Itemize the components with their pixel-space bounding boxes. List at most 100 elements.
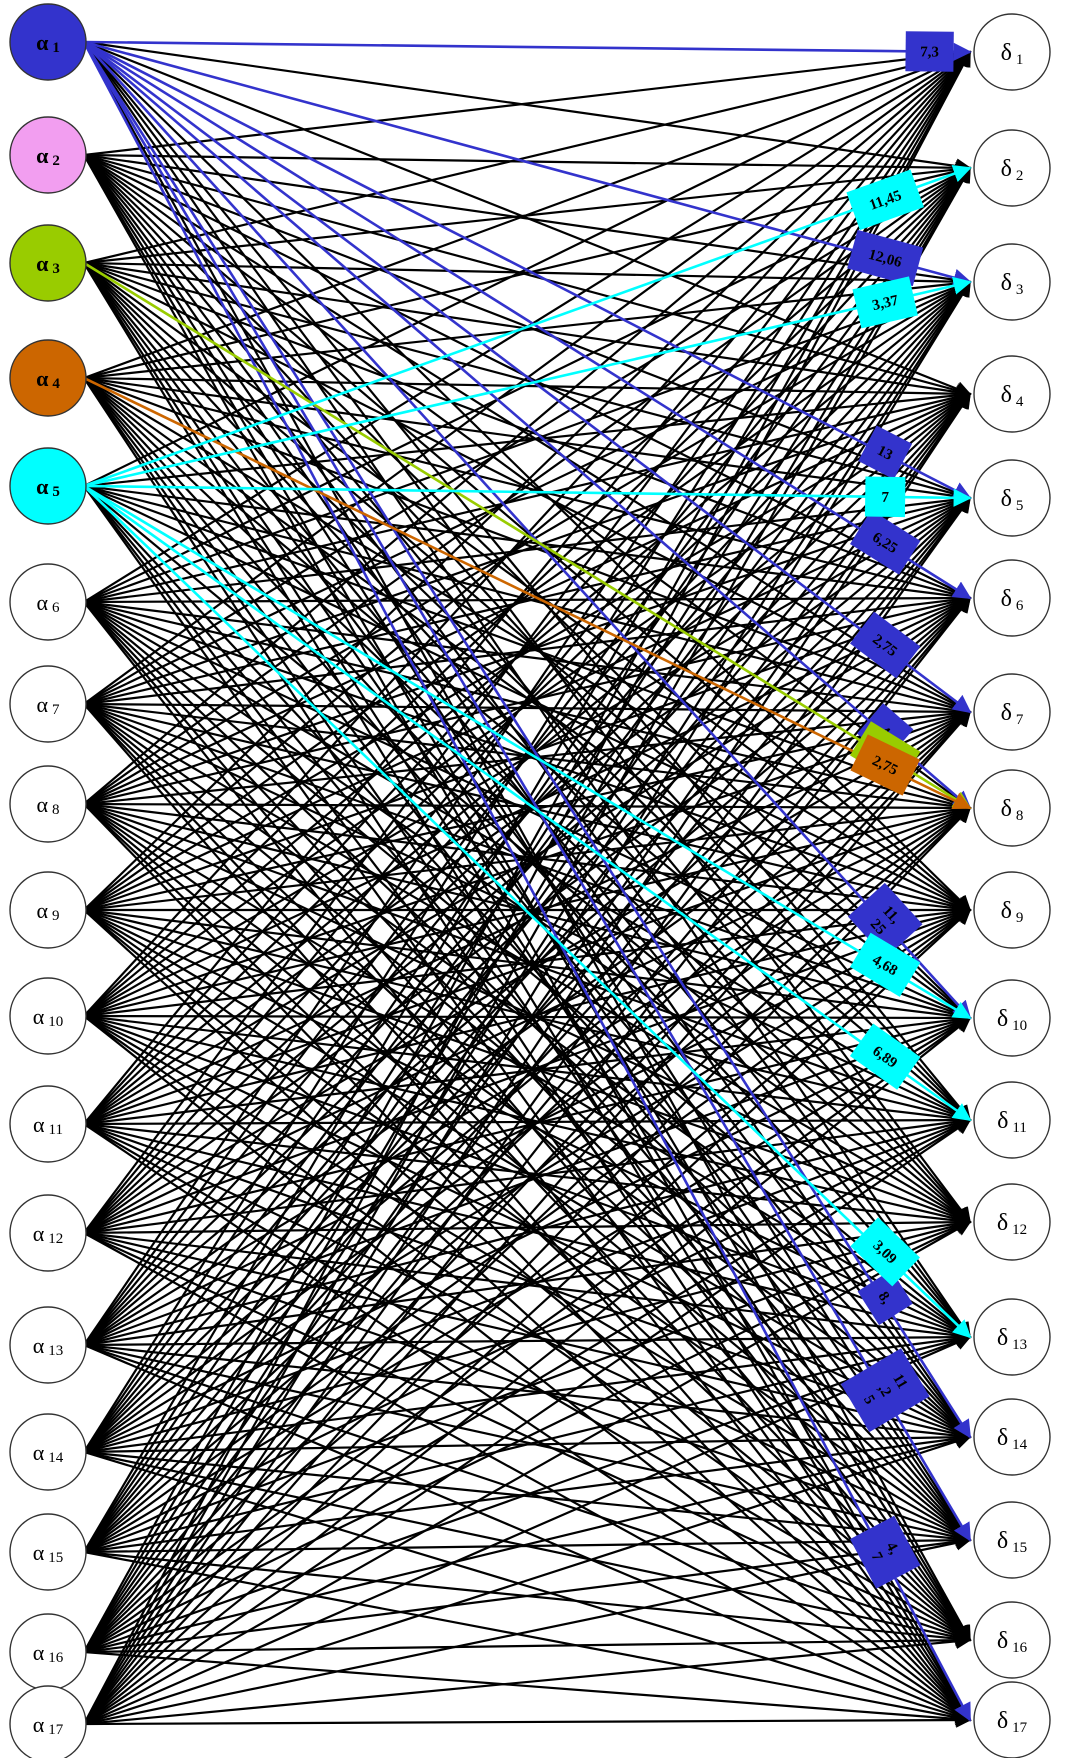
edge-weight-badge-box <box>905 31 954 72</box>
edge-weight-badge: 13 <box>858 425 913 480</box>
target-node-label: δ 13 <box>997 1325 1027 1353</box>
target-node-circle <box>973 129 1051 207</box>
target-node-10: δ 10 <box>973 979 1051 1057</box>
edge-weight-badge-box <box>850 734 921 796</box>
edge-highlighted <box>83 40 972 714</box>
edge-highlighted <box>83 261 972 810</box>
target-node-circle <box>973 559 1051 637</box>
edge <box>83 166 971 1453</box>
edge <box>83 1017 972 1653</box>
target-node-label: δ 15 <box>997 1528 1027 1556</box>
target-node-circle <box>973 1501 1051 1579</box>
edge-weight-badge-box <box>847 882 923 958</box>
edge <box>83 154 971 1224</box>
edge <box>83 167 972 805</box>
edge-weight-badge: 3,09 <box>850 1217 920 1287</box>
edge <box>83 908 972 1225</box>
edge <box>83 153 972 398</box>
source-node-circle <box>9 224 87 302</box>
edge <box>83 1216 972 1347</box>
source-node-circle <box>9 3 87 81</box>
edge <box>83 392 972 805</box>
edge <box>83 166 972 1125</box>
edge <box>83 596 971 1725</box>
edge <box>83 601 972 1338</box>
source-node-14: α 14 <box>9 1413 87 1491</box>
edge <box>83 392 971 1653</box>
edge <box>83 1115 972 1347</box>
edge-weight-badge: 11,45 <box>846 169 924 231</box>
edge <box>83 280 971 1653</box>
edge <box>83 166 971 1725</box>
source-node-label: α 17 <box>33 1712 64 1738</box>
edge-highlighted <box>83 484 972 507</box>
edge-weight-badge: 3,37 <box>852 276 918 329</box>
target-node-16: δ 16 <box>973 1601 1051 1679</box>
edge <box>83 710 972 1653</box>
target-node-circle <box>973 1298 1051 1376</box>
edge-weight-badge-box <box>857 1269 913 1326</box>
source-node-circle <box>9 1413 87 1491</box>
edge <box>83 1334 972 1654</box>
edge <box>83 50 971 1346</box>
edge <box>83 909 972 1641</box>
edge-weight-badge: 12,06 <box>847 229 924 287</box>
edge <box>83 907 972 1235</box>
edge <box>83 1017 972 1725</box>
edge <box>83 1015 972 1721</box>
edge <box>83 163 972 380</box>
source-node-10: α 10 <box>9 977 87 1055</box>
target-node-circle <box>973 459 1051 537</box>
target-node-circle <box>973 769 1051 847</box>
target-node-circle <box>973 1183 1051 1261</box>
edge <box>83 1343 972 1722</box>
edge <box>83 154 971 1722</box>
edge-weight-label: 7,3 <box>920 44 939 60</box>
source-node-circle <box>9 1306 87 1384</box>
edge <box>83 280 971 1553</box>
edge <box>83 279 972 604</box>
edge-weight-badge: 6,25 <box>850 510 921 575</box>
edge <box>83 393 972 911</box>
source-node-circle <box>9 1685 87 1758</box>
target-node-label: δ 14 <box>997 1425 1028 1453</box>
edge <box>83 1532 972 1554</box>
edge <box>83 904 972 1018</box>
edge-weight-badge: 6,89 <box>849 1023 921 1090</box>
edge <box>83 1119 972 1653</box>
edge <box>83 41 971 1122</box>
edge <box>83 909 972 1722</box>
edge <box>83 1332 972 1554</box>
edge <box>83 281 972 805</box>
edge-weight-badge: 4,7 <box>850 1515 921 1589</box>
target-node-circle <box>973 355 1051 433</box>
edge-weight-badges-group: 7,312,06136,252,75411,258,11,254,72,752,… <box>840 31 954 1589</box>
edge <box>83 1221 972 1653</box>
edge-highlighted <box>83 41 972 1020</box>
edge <box>83 167 972 911</box>
edge <box>83 802 972 916</box>
edge <box>83 262 972 1122</box>
edge-highlighted <box>83 40 972 61</box>
edge <box>83 807 972 1553</box>
source-node-label: α 11 <box>33 1112 63 1138</box>
edge <box>83 41 971 1224</box>
